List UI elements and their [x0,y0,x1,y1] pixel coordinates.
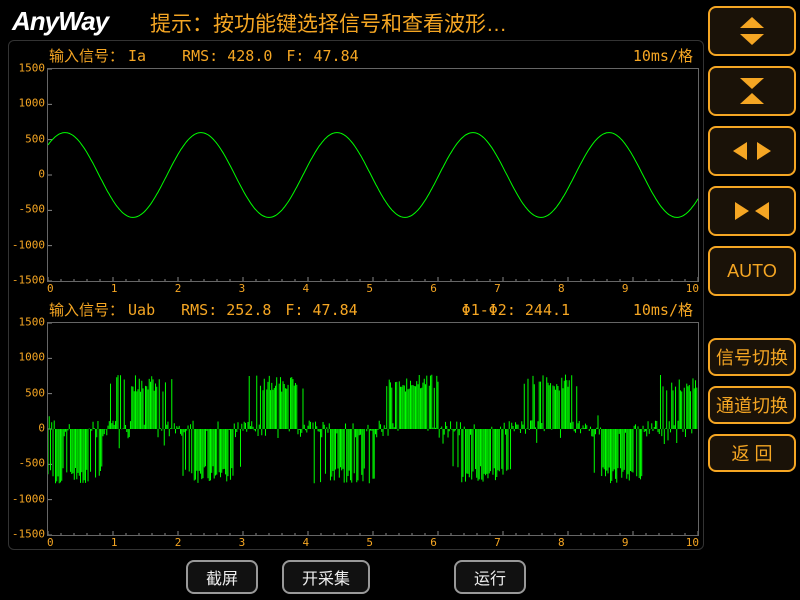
c1-plot [47,68,699,282]
hint-text: 提示：按功能键选择信号和查看波形… [150,8,507,38]
start-collect-label: 开采集 [302,571,350,588]
run-button[interactable]: 运行 [454,560,526,594]
logo: AnyWay [12,6,108,37]
horiz-expand-button[interactable] [708,126,796,176]
signal-switch-button[interactable]: 信号切换 [708,338,796,376]
c2-scale: 10ms/格 [633,299,693,320]
channel-switch-label: 通道切换 [716,392,788,418]
channel-switch-button[interactable]: 通道切换 [708,386,796,424]
auto-button[interactable]: AUTO [708,246,796,296]
chart-2: 输入信号： Uab RMS: 252.8 F: 47.84 Φ1-Φ2: 244… [13,297,699,551]
back-label: 返 回 [731,440,772,466]
horiz-compress-button[interactable] [708,186,796,236]
back-button[interactable]: 返 回 [708,434,796,472]
c1-signal-prefix: 输入信号： [49,45,124,66]
c1-signal-name: Ia [128,47,146,65]
c1-ylabels: 150010005000-500-1000-1500 [13,68,47,282]
c1-xlabels: 012345678910 [13,282,699,297]
start-collect-button[interactable]: 开采集 [282,560,370,594]
auto-label: AUTO [727,261,777,282]
c1-f: F: 47.84 [286,47,358,65]
c2-plot [47,322,699,536]
side-panel: AUTO 信号切换 通道切换 返 回 [708,6,796,472]
c2-rms: RMS: 252.8 [181,301,271,319]
chart-1: 输入信号： Ia RMS: 428.0 F: 47.84 10ms/格 1500… [13,43,699,297]
horiz-compress-icon [732,201,772,221]
horiz-expand-icon [732,141,772,161]
bottom-bar: 截屏 开采集 运行 [8,560,704,594]
vert-compress-button[interactable] [708,66,796,116]
charts-container: 输入信号： Ia RMS: 428.0 F: 47.84 10ms/格 1500… [8,40,704,550]
screenshot-label: 截屏 [206,571,238,588]
run-label: 运行 [474,571,506,588]
signal-switch-label: 信号切换 [716,344,788,370]
c1-scale: 10ms/格 [633,45,693,66]
vert-expand-icon [739,16,765,46]
vert-expand-button[interactable] [708,6,796,56]
c2-xlabels: 012345678910 [13,536,699,551]
c1-rms: RMS: 428.0 [182,47,272,65]
c2-f: F: 47.84 [285,301,357,319]
screenshot-button[interactable]: 截屏 [186,560,258,594]
spacer [708,306,796,328]
c2-signal-name: Uab [128,301,155,319]
c2-signal-prefix: 输入信号： [49,299,124,320]
c2-ylabels: 150010005000-500-1000-1500 [13,322,47,536]
c2-phase: Φ1-Φ2: 244.1 [462,301,570,319]
vert-compress-icon [739,76,765,106]
